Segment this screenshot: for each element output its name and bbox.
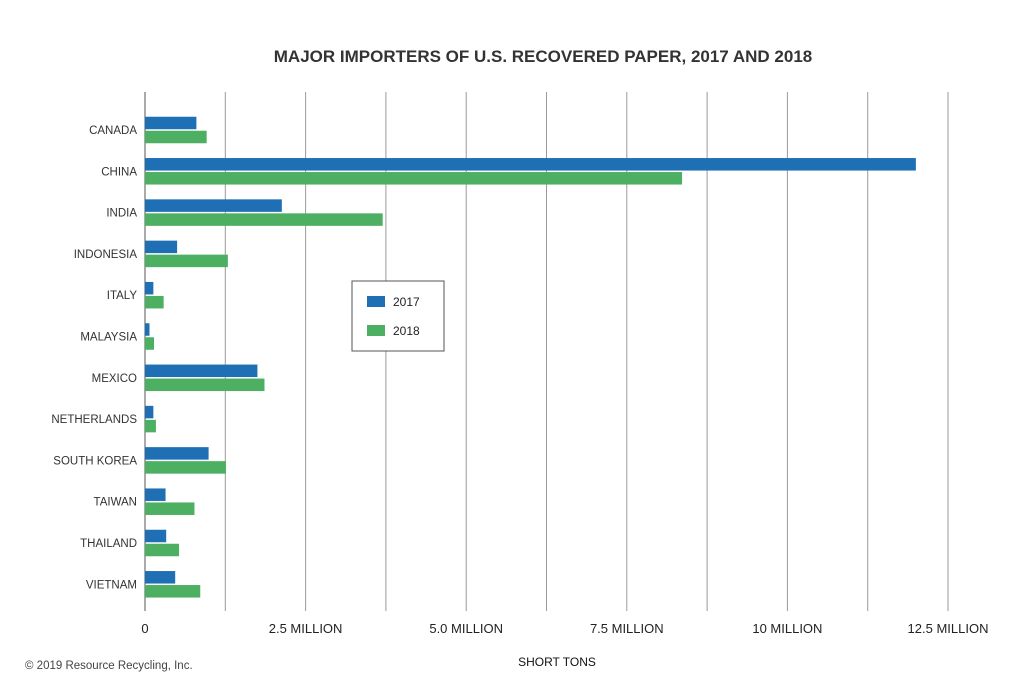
- copyright-notice: © 2019 Resource Recycling, Inc.: [25, 660, 193, 672]
- x-tick-label: 0: [141, 621, 148, 636]
- category-label: THAILAND: [80, 538, 137, 550]
- bar-netherlands-2018: [145, 419, 156, 433]
- bar-india-2017: [145, 199, 282, 212]
- category-label: VIETNAM: [86, 579, 137, 591]
- bar-mexico-2018: [145, 378, 265, 392]
- category-label: ITALY: [107, 290, 138, 302]
- category-label: INDONESIA: [74, 249, 138, 261]
- bar-vietnam-2018: [145, 585, 201, 598]
- bar-malaysia-2018: [145, 337, 154, 350]
- legend-label-2017: 2017: [393, 295, 420, 309]
- bar-taiwan-2018: [145, 502, 195, 515]
- bar-netherlands-2017: [145, 405, 154, 419]
- bar-thailand-2017: [145, 529, 167, 543]
- bar-canada-2017: [145, 116, 197, 130]
- x-tick-label: 5.0 MILLION: [429, 621, 503, 636]
- bar-vietnam-2017: [145, 571, 176, 584]
- bar-canada-2018: [145, 130, 207, 144]
- x-tick-label: 12.5 MILLION: [908, 621, 989, 636]
- bar-india-2018: [145, 213, 383, 226]
- bar-south-korea-2017: [145, 447, 209, 460]
- x-tick-label: 7.5 MILLION: [590, 621, 664, 636]
- bar-thailand-2018: [145, 543, 180, 557]
- x-tick-label: 2.5 MILLION: [269, 621, 343, 636]
- x-axis-label: SHORT TONS: [518, 655, 596, 669]
- legend-label-2018: 2018: [393, 324, 420, 338]
- bars: [145, 116, 916, 598]
- category-labels: CANADA CHINA INDIA INDONESIA ITALY MALAYSIA ME…: [51, 125, 137, 591]
- bar-china-2017: [145, 158, 916, 171]
- bar-indonesia-2018: [145, 254, 228, 268]
- bar-italy-2017: [145, 281, 154, 295]
- bar-italy-2018: [145, 295, 164, 309]
- legend-swatch-2018: [367, 325, 385, 336]
- legend-box: [351, 280, 445, 352]
- legend: 2017 2018: [351, 280, 445, 352]
- category-label: CHINA: [101, 166, 137, 178]
- category-label: SOUTH KOREA: [53, 455, 137, 467]
- category-label: INDIA: [106, 208, 137, 220]
- category-label: MALAYSIA: [80, 332, 137, 344]
- legend-swatch-2017: [367, 296, 385, 307]
- x-tick-labels: 0 2.5 MILLION 5.0 MILLION 7.5 MILLION 10 MIL…: [141, 621, 988, 636]
- bar-taiwan-2017: [145, 488, 166, 501]
- bar-indonesia-2017: [145, 240, 178, 254]
- bar-china-2018: [145, 172, 683, 185]
- category-label: CANADA: [89, 125, 137, 137]
- x-tick-label: 10 MILLION: [752, 621, 822, 636]
- category-label: TAIWAN: [94, 497, 137, 509]
- bar-south-korea-2018: [145, 461, 226, 474]
- category-label: MEXICO: [92, 373, 137, 385]
- category-label: NETHERLANDS: [51, 414, 137, 426]
- chart-title: MAJOR IMPORTERS OF U.S. RECOVERED PAPER,…: [274, 47, 812, 66]
- bar-malaysia-2017: [145, 323, 150, 336]
- bar-mexico-2017: [145, 364, 258, 378]
